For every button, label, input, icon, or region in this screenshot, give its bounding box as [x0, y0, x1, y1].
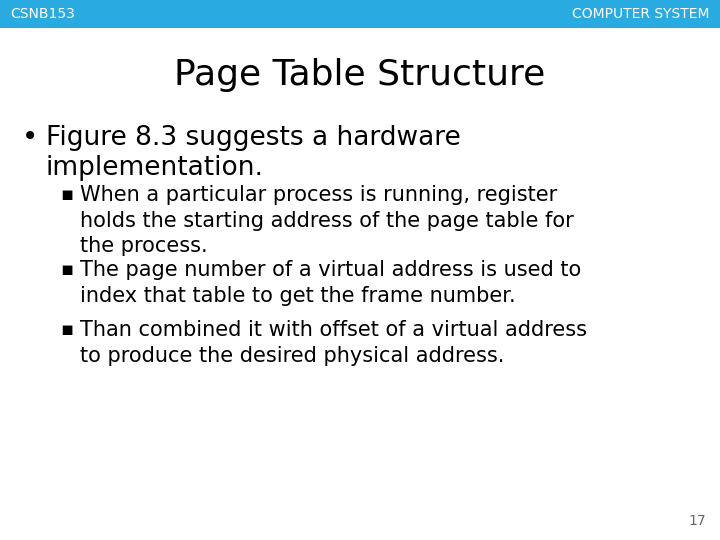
Text: •: •: [22, 123, 38, 151]
Text: 17: 17: [688, 514, 706, 528]
Text: ▪: ▪: [60, 185, 73, 204]
Text: Than combined it with offset of a virtual address
to produce the desired physica: Than combined it with offset of a virtua…: [80, 320, 587, 366]
Text: When a particular process is running, register
holds the starting address of the: When a particular process is running, re…: [80, 185, 574, 256]
Bar: [0, 0, 720, 28]
Text: CSNB153: CSNB153: [10, 7, 75, 21]
Text: Page Table Structure: Page Table Structure: [174, 58, 546, 92]
Text: COMPUTER SYSTEM: COMPUTER SYSTEM: [572, 7, 710, 21]
Text: Figure 8.3 suggests a hardware: Figure 8.3 suggests a hardware: [46, 125, 461, 151]
Text: The page number of a virtual address is used to
index that table to get the fram: The page number of a virtual address is …: [80, 260, 581, 306]
Text: implementation.: implementation.: [46, 155, 264, 181]
Text: ▪: ▪: [60, 320, 73, 339]
Text: ▪: ▪: [60, 260, 73, 279]
